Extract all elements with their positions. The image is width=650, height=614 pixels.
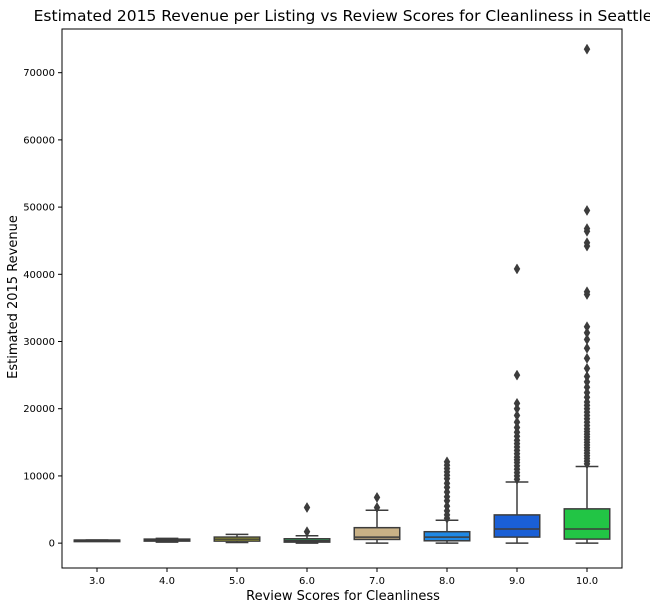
outlier-point <box>583 43 591 55</box>
y-axis-label: Estimated 2015 Revenue <box>6 215 21 379</box>
outlier-point <box>513 416 521 428</box>
x-tick-label: 7.0 <box>369 576 385 587</box>
outlier-point <box>583 321 591 333</box>
y-tick-label: 60000 <box>23 135 55 146</box>
y-tick-label: 10000 <box>23 471 55 482</box>
box-cat-8-0 <box>423 530 471 542</box>
outlier-point <box>513 409 521 421</box>
chart-title: Estimated 2015 Revenue per Listing vs Re… <box>34 7 650 25</box>
outlier-point <box>583 204 591 216</box>
x-tick-label: 8.0 <box>439 576 455 587</box>
outlier-point <box>583 286 591 298</box>
y-tick-label: 70000 <box>23 68 55 79</box>
outlier-point <box>513 263 521 275</box>
x-tick-label: 5.0 <box>229 576 245 587</box>
y-tick-label: 40000 <box>23 270 55 281</box>
outlier-point <box>583 362 591 374</box>
x-tick-label: 6.0 <box>299 576 315 587</box>
x-tick-label: 3.0 <box>89 576 105 587</box>
plot-area: 0 10000 20000 30000 40000 50000 60000 70000 3.0 4… <box>23 43 611 587</box>
outlier-point <box>513 369 521 381</box>
box-cat-7-0 <box>353 526 401 541</box>
box-cat-9-0 <box>493 514 541 538</box>
outlier-point <box>373 491 381 503</box>
plot-frame <box>61 28 623 569</box>
outlier-point <box>583 334 591 345</box>
y-tick-label: 30000 <box>23 337 55 348</box>
outlier-point <box>373 502 381 513</box>
x-axis-label: Review Scores for Cleanliness <box>246 589 440 604</box>
outlier-point <box>583 370 591 382</box>
outlier-point <box>583 327 591 339</box>
y-tick-label: 50000 <box>23 203 55 214</box>
outlier-point <box>583 223 591 235</box>
box-cat-10-0 <box>563 508 611 540</box>
outlier-point <box>583 352 591 364</box>
x-tick-label: 9.0 <box>509 576 525 587</box>
outlier-point <box>443 456 451 468</box>
x-tick-label: 10.0 <box>576 576 598 587</box>
y-tick-label: 0 <box>49 539 55 550</box>
outlier-point <box>513 397 521 409</box>
y-tick-label: 20000 <box>23 404 55 415</box>
outlier-point <box>583 342 591 354</box>
outlier-point <box>303 502 311 513</box>
x-tick-label: 4.0 <box>159 576 175 587</box>
outlier-point <box>583 237 591 249</box>
outlier-point <box>303 526 311 538</box>
